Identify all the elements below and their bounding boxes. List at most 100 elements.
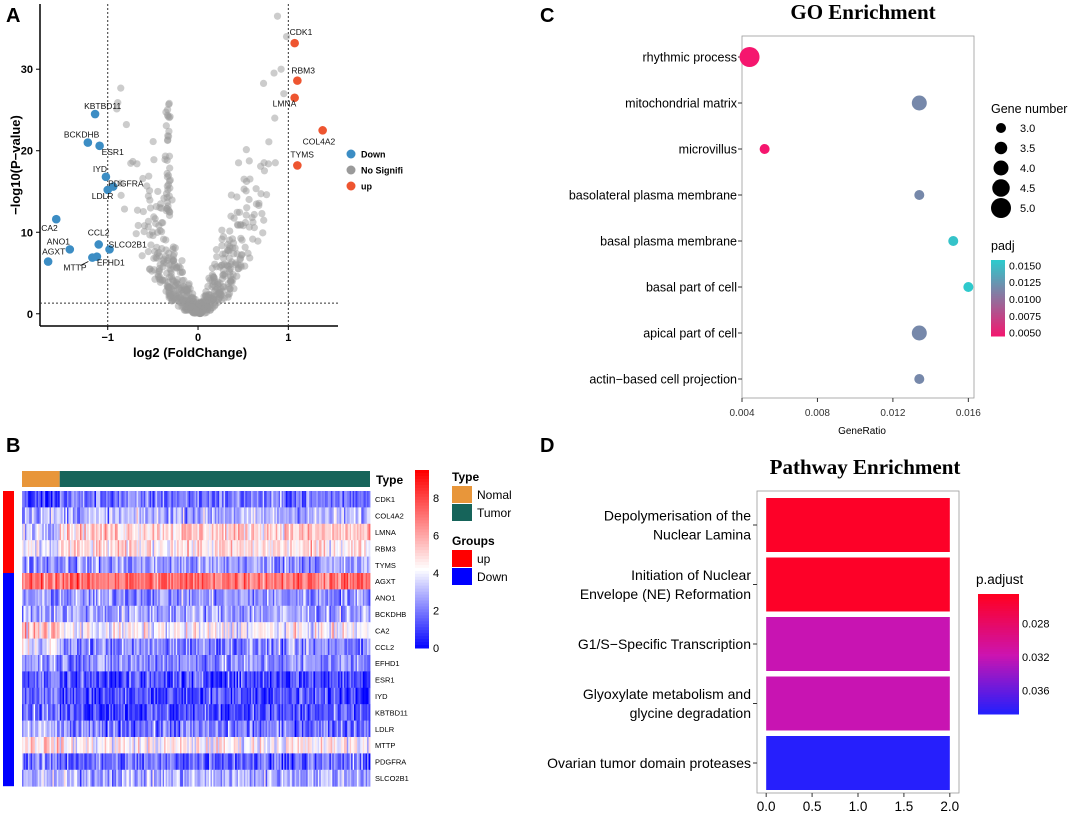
heatmap-cell [293,737,295,754]
heatmap-cell [88,605,91,623]
heatmap-cell [193,540,195,557]
heatmap-cell [177,638,179,656]
heatmap-cell [59,491,62,508]
heatmap-cell [127,523,130,541]
heatmap-cell [277,687,280,705]
heatmap-cell [290,540,293,557]
heatmap-cell [227,573,230,590]
heatmap-cell [175,605,178,623]
heatmap-cell [169,605,172,623]
heatmap-cell [210,589,213,607]
heatmap-cell [174,753,177,771]
heatmap-cell [167,687,169,705]
point-no-signifi [168,275,177,283]
heatmap-cell [214,589,217,607]
heatmap-cell [227,589,230,607]
heatmap-cell [84,687,87,705]
heatmap-cell [336,769,339,787]
point-no-signifi [166,164,174,172]
heatmap-cell [235,704,237,721]
heatmap-cell [240,556,243,574]
heatmap-cell [226,704,229,721]
heatmap-cell [110,540,113,557]
heatmap-cell [207,605,210,623]
point-no-signifi [242,146,250,154]
heatmap-cell [211,556,214,574]
heatmap-cell [97,491,100,508]
heatmap-cell [248,769,251,787]
heatmap-cell [238,638,240,656]
heatmap-cell [317,622,320,639]
heatmap-cell [322,671,324,689]
heatmap-cell [275,540,278,557]
heatmap-cell [351,671,353,689]
heatmap-cell [219,720,222,738]
heatmap-cell [191,655,194,672]
heatmap-cell [59,671,62,689]
heatmap-cell [319,671,322,689]
heatmap-cell [174,638,177,656]
heatmap-cell [352,687,355,705]
heatmap-cell [333,573,336,590]
heatmap-cell [39,605,42,623]
heatmap-cell [338,737,340,754]
heatmap-cell [49,769,52,787]
heatmap-cell [333,507,336,525]
heatmap-cell [155,769,158,787]
heatmap-cell [210,704,213,721]
heatmap-cell [101,687,104,705]
heatmap-cell [211,655,214,672]
heatmap-cell [283,507,285,525]
heatmap-cell [325,769,327,787]
point-no-signifi [230,250,238,258]
heatmap-cell [332,753,335,771]
heatmap-cell [100,704,103,721]
heatmap-cell [322,556,324,574]
heatmap-cell [201,638,204,656]
heatmap-cell [320,589,323,607]
heatmap-cell [151,523,153,541]
heatmap-cell [55,491,58,508]
heatmap-cell [272,753,275,771]
heatmap-cell [116,622,119,639]
heatmap-cell [261,753,264,771]
heatmap-cell [69,671,72,689]
heatmap-cell [204,687,207,705]
heatmap-cell [225,655,227,672]
heatmap-cell [356,573,359,590]
heatmap-cell [87,540,90,557]
heatmap-cell [312,753,314,771]
heatmap-cell [51,737,53,754]
heatmap-cell [264,589,266,607]
heatmap-cell [116,687,119,705]
heatmap-cell [274,523,277,541]
heatmap-cell [142,671,145,689]
heatmap-cell [71,491,74,508]
heatmap-cell [167,737,169,754]
heatmap-cell [210,720,213,738]
heatmap-cell [81,507,84,525]
heatmap-cell [236,720,239,738]
heatmap-cell [293,687,295,705]
heatmap-cell [330,556,333,574]
heatmap-cell [123,655,126,672]
point-label-slco2b1: SLCO2B1 [109,239,148,249]
heatmap-cell [200,605,203,623]
heatmap-cell [164,769,166,787]
heatmap-cell [223,769,226,787]
heatmap-cell [78,704,81,721]
heatmap-cell [307,671,310,689]
heatmap-cell [168,491,171,508]
heatmap-cell [220,589,223,607]
heatmap-cell [117,769,120,787]
heatmap-cell [104,491,107,508]
heatmap-cell [274,638,277,656]
heatmap-cell [148,638,150,656]
heatmap-cell [33,622,36,639]
heatmap-cell [139,507,142,525]
heatmap-cell [332,737,335,754]
heatmap-cell [197,605,200,623]
heatmap-cell [138,737,140,754]
heatmap-cell [184,540,187,557]
heatmap-cell [95,655,98,672]
